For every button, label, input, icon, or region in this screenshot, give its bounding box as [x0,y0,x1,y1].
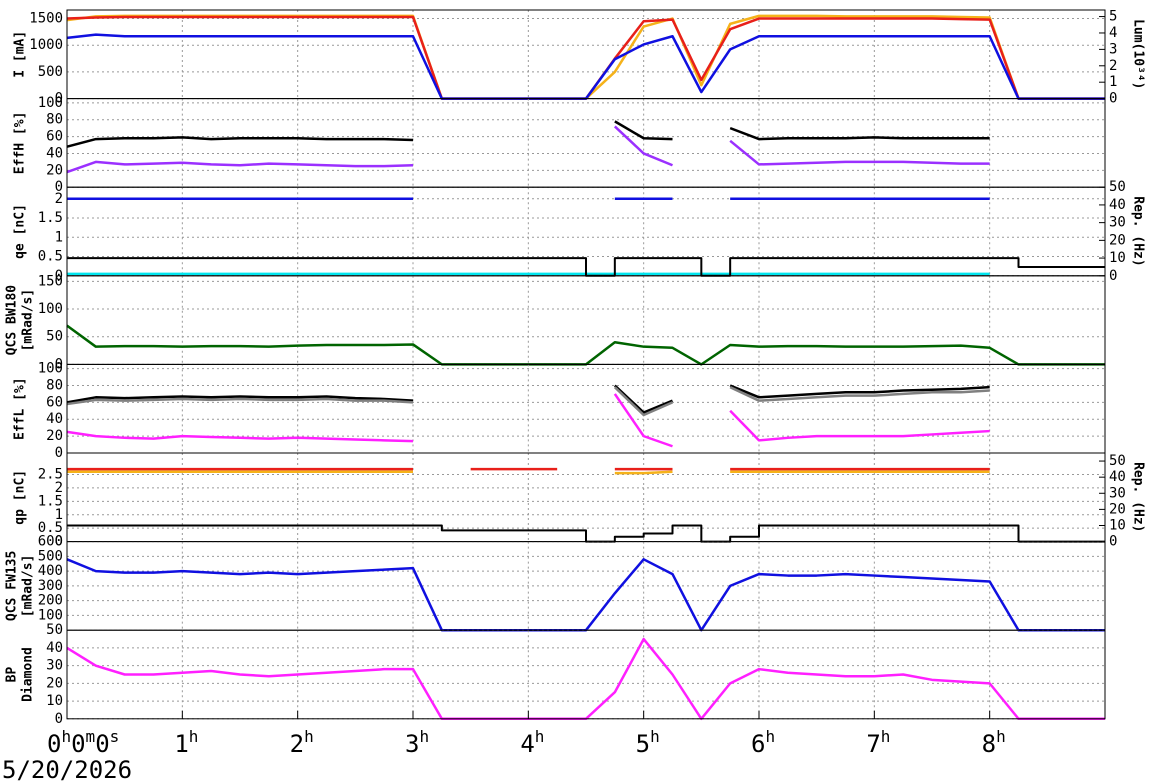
series-line [67,524,1105,543]
y-tick-label: 1.5 [38,493,63,509]
y-axis-label: QCS BW180 [5,285,20,356]
y-tick-label: 0 [55,179,63,195]
y2-tick-label: 30 [1109,215,1126,231]
plot-frame [66,629,1106,720]
x-tick-label: 2h [290,726,314,758]
y2-tick-label: 5 [1109,9,1117,25]
x-tick-label: 8h [982,726,1006,758]
y-tick-label: 80 [46,112,63,128]
y-tick-label: 600 [38,534,63,550]
y-axis-label: I [mA] [13,31,28,78]
series-line [66,384,990,414]
y-tick-label: 30 [46,658,63,674]
series-line [66,125,990,174]
y-tick-label: 20 [46,162,63,178]
y2-tick-label: 10 [1109,517,1126,533]
y-tick-label: 0 [55,445,63,461]
y-axis-label: EffL [%] [13,377,28,440]
y2-axis-label: Rep. (Hz) [1131,196,1146,266]
y2-axis-label: Rep. (Hz) [1131,462,1146,532]
y2-tick-label: 2 [1109,58,1117,74]
y-tick-label: 1500 [29,11,63,27]
y-tick-label: 20 [46,428,63,444]
y-tick-label: 50 [46,329,63,345]
x-tick-label: 0h0m0s [47,726,119,758]
y-tick-label: 0.5 [38,520,63,536]
y-tick-label: 80 [46,377,63,393]
y2-tick-label: 20 [1109,232,1126,248]
y-tick-label: 150 [38,273,63,289]
y-tick-label: 40 [46,640,63,656]
y-tick-label: 60 [46,129,63,145]
y2-tick-label: 0 [1109,268,1117,284]
y-axis-label: [mRad/s] [21,555,36,618]
y-tick-label: 200 [38,593,63,609]
y-axis-label: qp [nC] [13,470,28,525]
y-axis-label: EffH [%] [13,112,28,175]
y-tick-label: 300 [38,578,63,594]
y2-tick-label: 50 [1109,179,1126,195]
y2-tick-label: 40 [1109,197,1126,213]
y-tick-label: 500 [38,64,63,80]
y-tick-label: 500 [38,548,63,564]
series-line [67,257,1105,277]
y-tick-label: 1 [55,229,63,245]
y-tick-label: 0 [55,268,63,284]
y-axis-label: qe [nC] [13,204,28,259]
y-axis-label: BP [5,667,20,683]
series-line [66,120,990,148]
y2-tick-label: 20 [1109,501,1126,517]
y-tick-label: 2.5 [38,466,63,482]
y-tick-label: 0 [55,356,63,372]
x-tick-label: 1h [174,726,198,758]
y-tick-label: 10 [46,693,63,709]
y-tick-label: 40 [46,411,63,427]
y2-tick-label: 3 [1109,41,1117,57]
y2-tick-label: 0 [1109,534,1117,550]
x-tick-label: 5h [636,726,660,758]
series-line [66,386,990,417]
y-tick-label: 2 [55,191,63,207]
y-tick-label: 400 [38,563,63,579]
y-tick-label: 20 [46,675,63,691]
y-tick-label: 100 [38,607,63,623]
y2-tick-label: 1 [1109,74,1117,90]
y-axis-label: QCS FW135 [5,551,20,621]
y-tick-label: 0 [55,91,63,107]
y-axis-label: Diamond [21,647,36,702]
y-tick-label: 100 [38,301,63,317]
y2-axis-label: Lum(10³⁴) [1131,19,1146,89]
x-tick-label: 6h [751,726,775,758]
series-line [67,470,990,475]
y-tick-label: 0 [55,711,63,727]
y-axis-label: [mRad/s] [21,289,36,352]
y-tick-label: 1 [55,507,63,523]
y2-tick-label: 0 [1109,91,1117,107]
y2-tick-label: 50 [1109,453,1126,469]
y2-tick-label: 4 [1109,25,1117,41]
x-tick-label: 7h [866,726,890,758]
y2-tick-label: 10 [1109,250,1126,266]
y2-tick-label: 40 [1109,469,1126,485]
series-line [66,393,990,448]
y-tick-label: 0.5 [38,249,63,265]
y-tick-label: 50 [46,622,63,638]
y-tick-label: 1000 [29,37,63,53]
date-label: 5/20/2026 [2,756,132,782]
y-tick-label: 100 [38,361,63,377]
y-tick-label: 0 [55,534,63,550]
y-tick-label: 100 [38,95,63,111]
y-tick-label: 60 [46,394,63,410]
x-tick-label: 4h [520,726,544,758]
y-tick-label: 2 [55,480,63,496]
y-tick-label: 1.5 [38,210,63,226]
y-tick-label: 40 [46,145,63,161]
y2-tick-label: 30 [1109,485,1126,501]
x-tick-label: 3h [405,726,429,758]
